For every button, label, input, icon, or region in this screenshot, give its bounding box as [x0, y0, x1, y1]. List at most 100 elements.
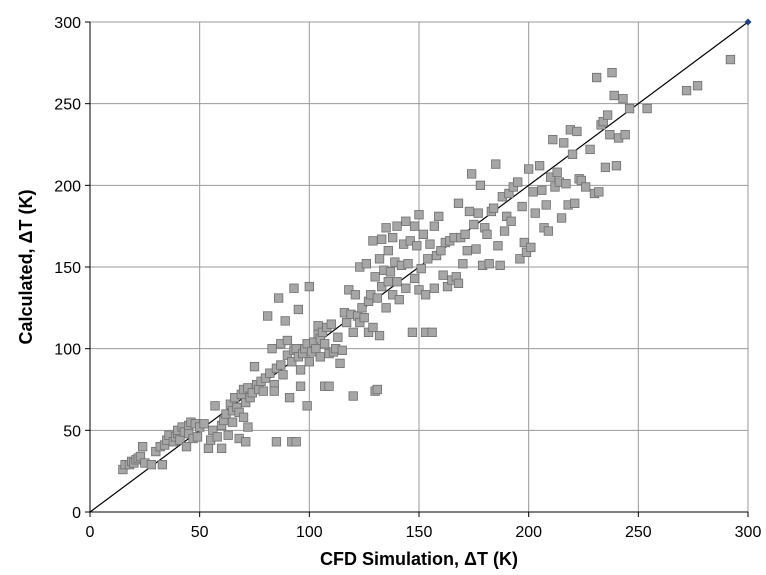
data-point — [552, 167, 562, 177]
data-point — [377, 234, 387, 244]
data-point — [278, 370, 288, 380]
data-point — [348, 327, 358, 337]
data-point — [361, 259, 372, 269]
data-point — [493, 241, 503, 251]
data-point — [392, 277, 402, 287]
data-point — [344, 285, 354, 295]
data-point — [434, 211, 444, 222]
data-point — [499, 226, 510, 236]
data-point — [282, 335, 293, 346]
data-point — [265, 368, 275, 378]
data-point — [302, 401, 312, 411]
data-point — [506, 216, 516, 226]
data-point — [385, 267, 396, 277]
data-point — [524, 164, 534, 174]
data-point — [453, 278, 464, 288]
data-point — [374, 254, 385, 264]
data-point — [642, 103, 652, 114]
data-point — [263, 311, 273, 321]
x-tick-label: 150 — [406, 524, 433, 541]
data-point — [517, 201, 527, 212]
data-point — [337, 345, 347, 355]
data-point — [585, 144, 595, 155]
y-tick-label: 0 — [72, 505, 81, 522]
data-point — [287, 357, 297, 367]
data-point — [469, 219, 479, 230]
data-point — [602, 110, 613, 120]
data-point — [466, 169, 477, 179]
data-point — [368, 322, 378, 333]
data-point — [605, 130, 615, 140]
data-point — [146, 459, 157, 470]
data-point — [600, 162, 611, 173]
data-point — [618, 94, 628, 104]
x-tick-label: 100 — [296, 524, 323, 541]
data-point — [212, 432, 222, 442]
data-point — [401, 283, 411, 293]
data-point — [611, 161, 622, 171]
data-point — [545, 172, 556, 182]
data-point — [462, 246, 472, 256]
data-point — [460, 229, 470, 239]
data-point — [388, 232, 398, 243]
data-point — [315, 352, 325, 362]
data-point — [556, 213, 567, 223]
data-point — [271, 437, 282, 447]
data-point — [293, 304, 304, 315]
data-point — [381, 223, 391, 233]
axis-ticks: 0 50 100 150 200 250 300 0 50 100 150 200 250 300 — [54, 15, 761, 541]
data-point — [335, 358, 345, 369]
data-point — [559, 138, 569, 148]
data-point — [414, 285, 424, 295]
data-point — [304, 281, 314, 292]
data-point — [341, 317, 352, 328]
data-point — [420, 290, 431, 300]
data-point — [491, 159, 501, 169]
data-point — [377, 281, 387, 292]
y-tick-label: 200 — [54, 178, 81, 195]
data-point — [326, 319, 336, 329]
x-tick-label: 250 — [625, 524, 652, 541]
data-point — [372, 293, 382, 303]
data-point — [324, 381, 334, 391]
data-point — [416, 263, 426, 274]
data-point — [227, 417, 238, 427]
data-point — [475, 180, 486, 190]
x-axis-title: CFD Simulation, ΔT (K) — [320, 549, 518, 569]
data-point — [409, 221, 420, 231]
data-point — [725, 54, 736, 65]
data-point — [429, 221, 440, 231]
data-point — [311, 344, 321, 354]
data-point — [383, 246, 393, 256]
data-point — [438, 270, 448, 280]
data-point — [199, 419, 209, 429]
data-point — [541, 200, 551, 210]
data-point — [692, 81, 703, 91]
data-point — [238, 412, 249, 422]
data-point — [681, 85, 692, 96]
data-point — [407, 327, 418, 337]
y-tick-label: 100 — [54, 342, 81, 359]
data-point — [223, 430, 233, 440]
data-point — [374, 330, 385, 341]
data-point — [372, 384, 382, 395]
data-point — [473, 208, 483, 218]
data-point — [482, 229, 492, 239]
data-point — [436, 246, 446, 256]
data-point — [570, 198, 580, 208]
data-point — [495, 260, 505, 271]
data-point — [567, 149, 578, 159]
y-axis-title: Calculated, ΔT (K) — [16, 190, 36, 345]
data-point — [269, 386, 279, 396]
data-point — [425, 239, 435, 249]
data-point — [412, 241, 422, 251]
endpoint-marker — [744, 18, 752, 26]
x-tick-label: 50 — [191, 524, 209, 541]
y-tick-label: 250 — [54, 97, 81, 114]
data-point — [581, 182, 591, 192]
data-point — [403, 259, 413, 269]
data-point — [381, 303, 391, 313]
data-point — [607, 67, 617, 78]
data-point — [333, 332, 343, 342]
data-point — [405, 236, 415, 246]
